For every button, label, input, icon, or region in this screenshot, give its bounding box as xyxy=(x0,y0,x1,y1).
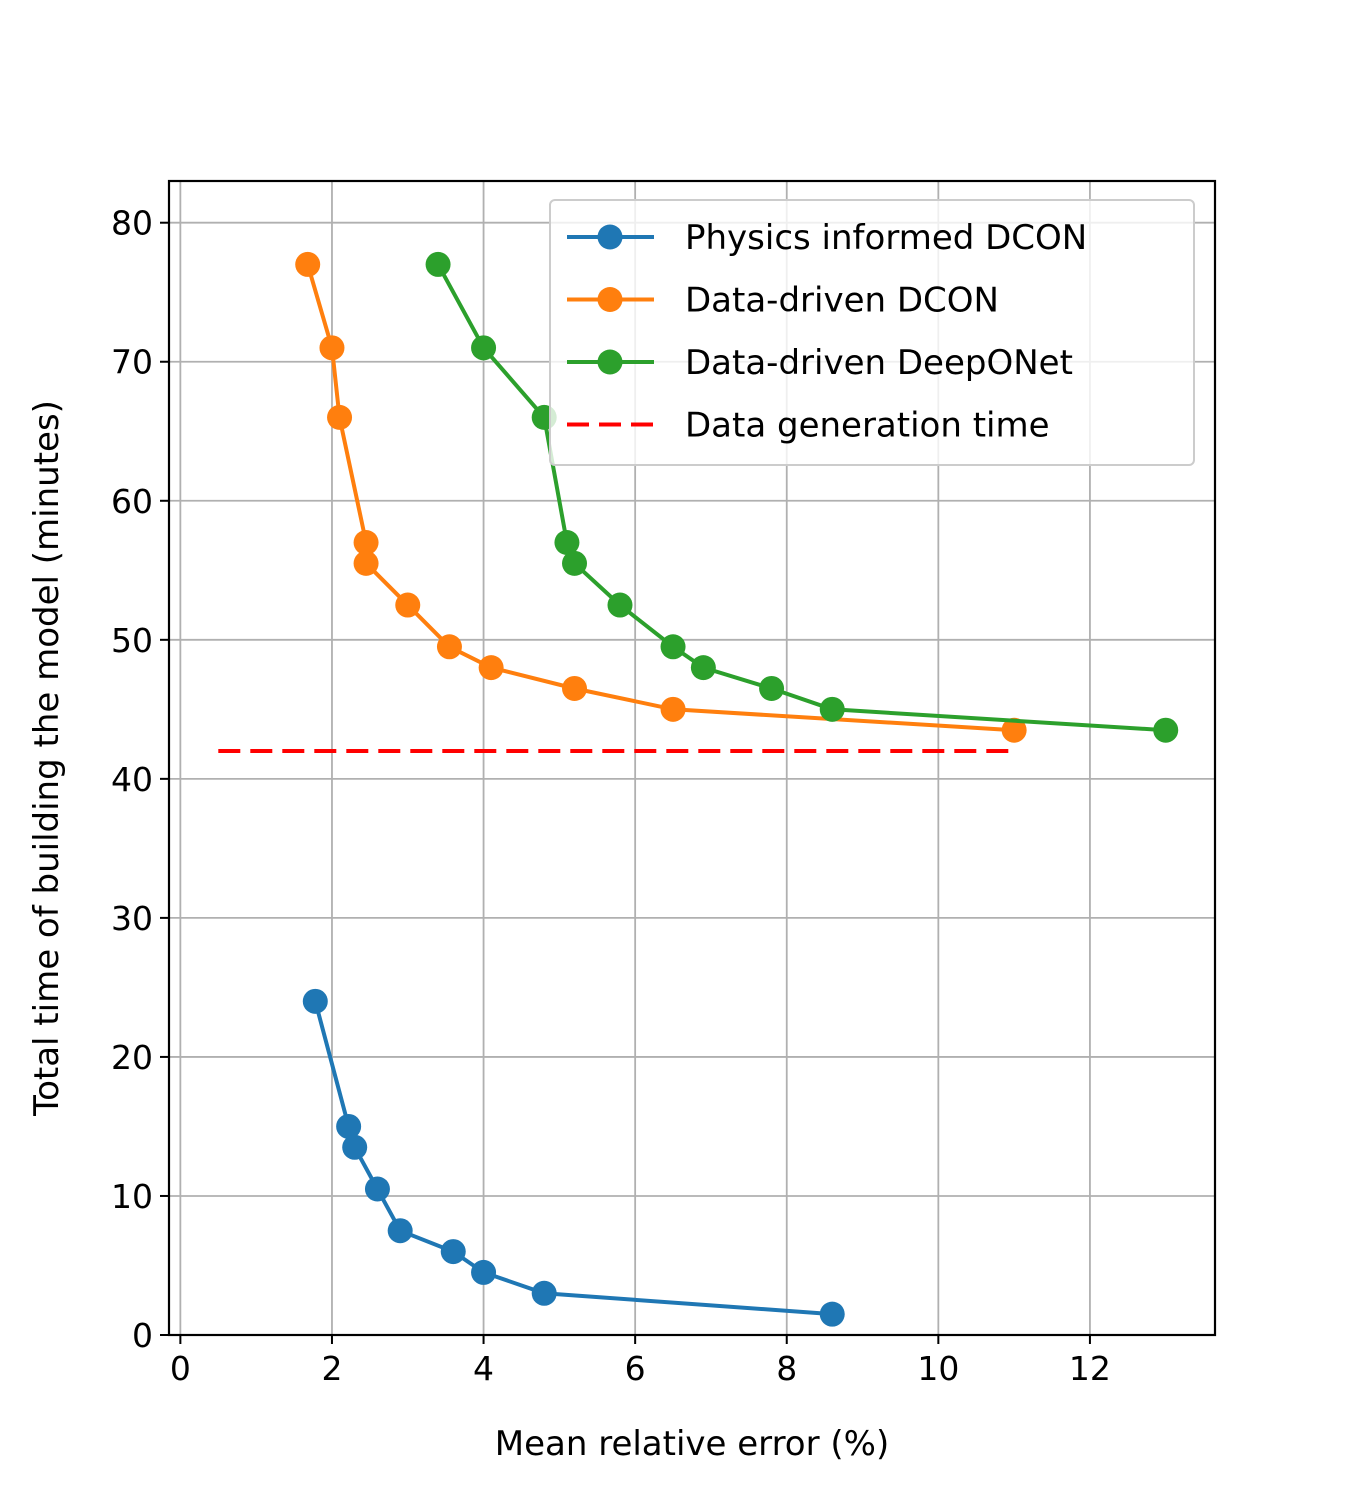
data-point xyxy=(660,696,686,722)
data-point xyxy=(819,1301,845,1327)
legend-label: Data-driven DeepONet xyxy=(685,343,1073,383)
data-point xyxy=(607,592,633,618)
data-point xyxy=(295,251,321,277)
data-point xyxy=(364,1176,390,1202)
legend-label: Data-driven DCON xyxy=(685,281,999,321)
y-tick-label: 70 xyxy=(111,343,153,382)
y-tick-label: 80 xyxy=(111,204,153,243)
data-point xyxy=(660,634,686,660)
data-point xyxy=(342,1134,368,1160)
x-tick-label: 12 xyxy=(1069,1349,1111,1388)
legend-box xyxy=(549,199,1195,466)
data-point xyxy=(353,529,379,555)
x-tick-label: 0 xyxy=(170,1349,191,1388)
legend: Physics informed DCON Data-driven DCON Dat… xyxy=(549,199,1195,466)
data-point xyxy=(471,335,497,361)
data-point xyxy=(353,550,379,576)
legend-item: Data-driven DeepONet xyxy=(567,343,1073,383)
data-point xyxy=(327,404,353,430)
data-point xyxy=(336,1113,362,1139)
legend-marker xyxy=(597,224,623,250)
y-tick-label: 30 xyxy=(111,899,153,938)
data-point xyxy=(554,529,580,555)
data-point xyxy=(819,696,845,722)
x-tick-label: 4 xyxy=(473,1349,494,1388)
legend-label: Physics informed DCON xyxy=(685,218,1087,258)
data-point xyxy=(440,1239,466,1265)
y-tick-label: 10 xyxy=(111,1177,153,1216)
y-axis-label: Total time of building the model (minute… xyxy=(27,400,67,1117)
data-point xyxy=(387,1218,413,1244)
data-point xyxy=(690,655,716,681)
x-tick-label: 8 xyxy=(776,1349,797,1388)
data-point xyxy=(562,675,588,701)
legend-item: Data-driven DCON xyxy=(567,281,999,321)
x-axis-label: Mean relative error (%) xyxy=(495,1424,889,1464)
data-point xyxy=(302,988,328,1014)
data-point xyxy=(1001,717,1027,743)
axes-frame xyxy=(167,179,1217,1337)
legend-item: Data generation time xyxy=(567,406,1050,446)
y-tick-label: 20 xyxy=(111,1038,153,1077)
data-point xyxy=(436,634,462,660)
data-point xyxy=(562,550,588,576)
series-1 xyxy=(295,251,1027,743)
legend-marker xyxy=(597,349,623,375)
legend-item: Physics informed DCON xyxy=(567,218,1087,258)
x-tick-label: 10 xyxy=(917,1349,959,1388)
y-tick-label: 0 xyxy=(132,1316,153,1355)
data-point xyxy=(1153,717,1179,743)
data-point xyxy=(425,251,451,277)
legend-marker xyxy=(597,287,623,312)
y-tick-label: 60 xyxy=(111,482,153,521)
axis-ticks: 0 2 4 6 8 10 12 0 10 20 30 40 50 60 70 80 xyxy=(111,204,1111,1388)
data-point xyxy=(395,592,421,618)
x-tick-label: 2 xyxy=(321,1349,342,1388)
data-point xyxy=(531,1280,557,1306)
y-tick-label: 40 xyxy=(111,760,153,799)
data-point xyxy=(471,1259,497,1285)
legend-label: Data generation time xyxy=(685,406,1050,446)
x-tick-label: 6 xyxy=(625,1349,646,1388)
y-tick-label: 50 xyxy=(111,621,153,660)
data-point xyxy=(478,655,504,681)
data-point xyxy=(759,675,785,701)
series-0 xyxy=(302,988,845,1327)
data-point xyxy=(319,335,345,361)
